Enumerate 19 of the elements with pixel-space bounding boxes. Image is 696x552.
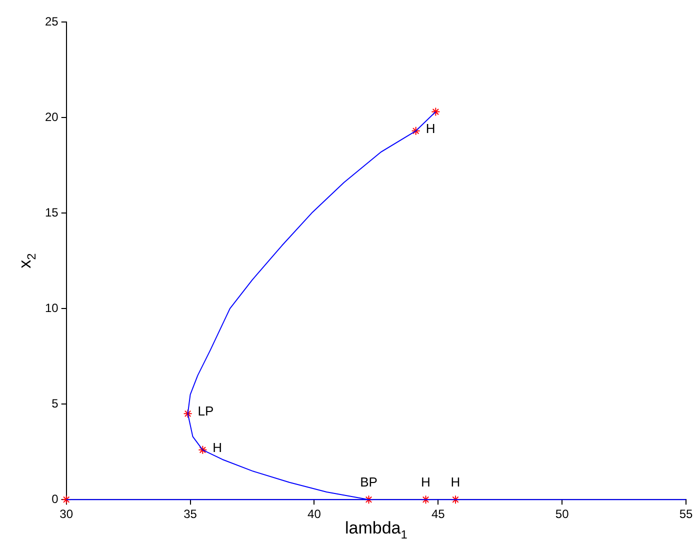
y-tick-label: 25: [44, 14, 59, 28]
x-tick-label: 30: [60, 507, 74, 522]
x-tick-label: 35: [184, 507, 198, 522]
x-tick-label: 40: [308, 507, 322, 522]
x-tick-label: 50: [555, 507, 570, 522]
y-tick-label: 10: [44, 300, 59, 315]
y-tick-label: 15: [44, 205, 59, 220]
y-tick-label: 20: [44, 110, 59, 124]
annotation: H: [426, 120, 436, 136]
y-axis-title: x2: [15, 252, 38, 268]
y-tick-label: 5: [52, 396, 59, 410]
annotation: LP: [198, 404, 214, 419]
annotation: H: [212, 440, 222, 456]
x-tick-label: 45: [431, 507, 446, 522]
annotation: H: [421, 474, 430, 490]
x-tick-label: 55: [679, 507, 693, 522]
annotation: BP: [360, 474, 378, 490]
annotation: H: [450, 474, 460, 490]
y-tick-label: 0: [52, 492, 59, 506]
